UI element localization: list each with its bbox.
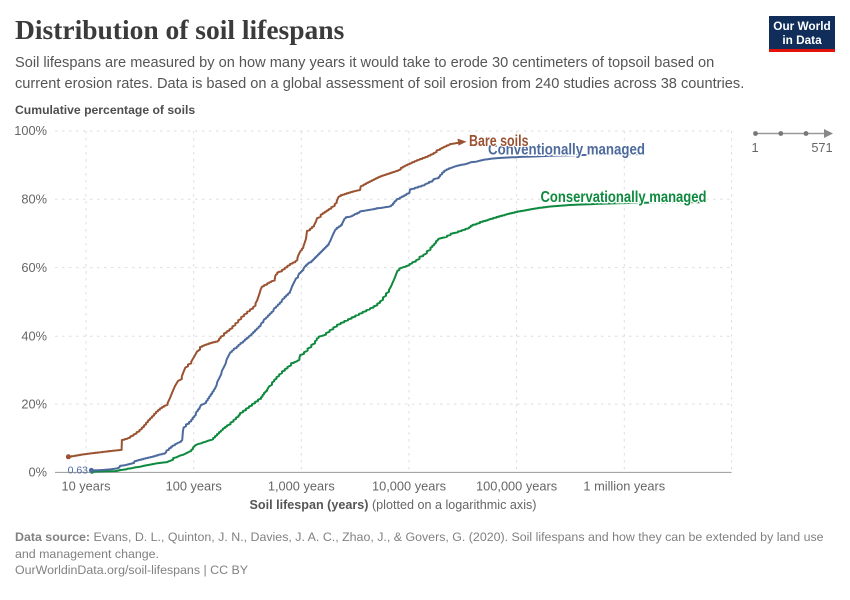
svg-text:60%: 60%: [21, 260, 47, 275]
svg-text:40%: 40%: [21, 328, 47, 343]
svg-text:1: 1: [751, 140, 758, 155]
svg-text:100 years: 100 years: [166, 479, 222, 494]
svg-text:100%: 100%: [14, 123, 47, 138]
svg-text:Conventionally managed: Conventionally managed: [488, 142, 645, 159]
svg-text:0.63: 0.63: [68, 465, 89, 477]
svg-text:80%: 80%: [21, 192, 47, 207]
svg-text:1,000 years: 1,000 years: [268, 479, 335, 494]
svg-text:0%: 0%: [29, 465, 48, 480]
svg-text:20%: 20%: [21, 396, 47, 411]
svg-text:Soil lifespan (years) (plotted: Soil lifespan (years) (plotted on a loga…: [250, 498, 537, 512]
svg-text:Conservationally managed: Conservationally managed: [541, 189, 707, 206]
svg-text:100,000 years: 100,000 years: [476, 479, 557, 494]
svg-text:571: 571: [811, 140, 832, 155]
svg-text:Bare soils: Bare soils: [469, 133, 529, 150]
svg-text:10 years: 10 years: [61, 479, 110, 494]
svg-text:10,000 years: 10,000 years: [372, 479, 446, 494]
svg-text:1 million years: 1 million years: [583, 479, 665, 494]
